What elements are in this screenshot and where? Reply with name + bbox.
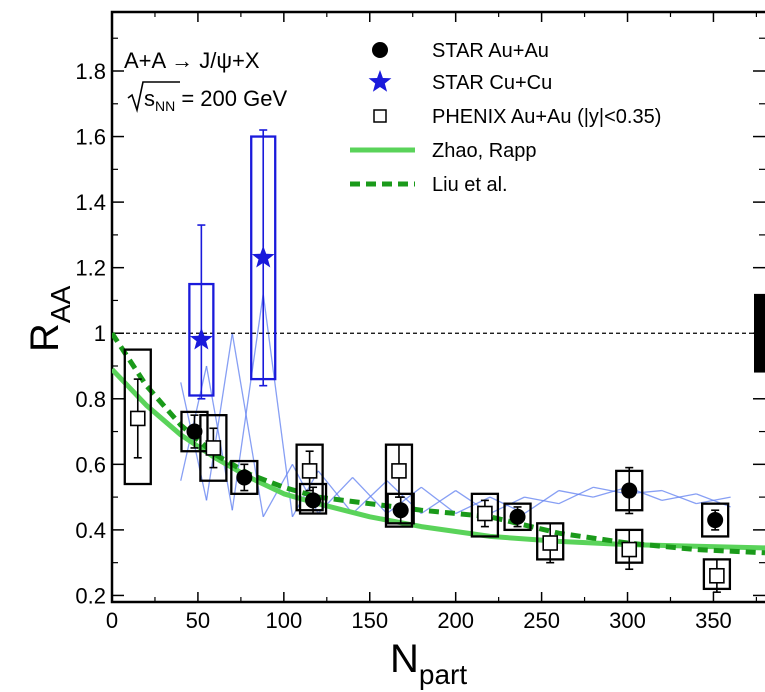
- x-tick-label: 100: [265, 608, 302, 633]
- hatch-line: [180, 365, 208, 481]
- energy-annotation: sNN = 200 GeV: [127, 81, 287, 114]
- hatch-line: [386, 486, 422, 515]
- star-auau-point: [621, 482, 638, 499]
- phenix-auau-point: [301, 463, 318, 479]
- phenix-auau-point: [391, 463, 407, 479]
- legend-star-cucu-label: STAR Cu+Cu: [432, 72, 552, 94]
- legend-star-auau-icon: [372, 42, 388, 58]
- energy-sub: NN: [155, 98, 175, 114]
- phenix-auau-point: [709, 567, 725, 584]
- hatch-line: [317, 470, 354, 514]
- legend-phenix-icon: [373, 109, 387, 123]
- x-axis-label-main: N: [390, 637, 419, 681]
- star-auau-point: [236, 469, 253, 486]
- y-tick-label: 0.4: [75, 518, 106, 543]
- systematic-box: [123, 348, 152, 486]
- star-cucu-point: [251, 245, 275, 268]
- axis-ticks: 0 50 100 150 200 250 300 350 0.2 0.4 0.6 0.8 1 1.2 1.4…: [75, 12, 765, 633]
- star-auau-point: [305, 492, 322, 509]
- systematic-box: [701, 502, 730, 538]
- star-auau-point: [186, 423, 203, 440]
- hatch-line: [420, 486, 457, 515]
- phenix-auau-point: [129, 410, 146, 427]
- global-uncertainty-box: [754, 293, 765, 373]
- energy-sqrt-var: s: [144, 86, 155, 111]
- y-tick-label: 1: [94, 321, 106, 346]
- star-auau-point: [509, 508, 526, 525]
- error-bars-layer: [133, 129, 721, 593]
- legend-phenix-label: PHENIX Au+Au (|y|<0.35): [432, 106, 661, 128]
- legend-star-auau-label: STAR Au+Au: [432, 40, 549, 62]
- hatch-line: [262, 293, 294, 517]
- x-axis-label: Npart: [390, 637, 467, 690]
- energy-label: sNN = 200 GeV: [144, 86, 287, 114]
- y-axis-label-sub: AA: [45, 285, 76, 323]
- x-tick-label: 250: [523, 608, 560, 633]
- star-auau-point: [707, 512, 724, 529]
- process-annotation: A+A → J/ψ+X: [124, 48, 260, 73]
- legend: STAR Au+Au STAR Cu+Cu PHENIX Au+Au (|y|<…: [350, 40, 661, 196]
- sqrt-sign-icon: [127, 81, 180, 114]
- phenix-auau-point: [477, 505, 493, 522]
- y-tick-label: 0.8: [75, 387, 106, 412]
- hatch-line: [420, 490, 457, 515]
- plot-frame: [110, 10, 765, 604]
- legend-liu-label: Liu et al.: [432, 174, 508, 196]
- systematic-box: [199, 414, 228, 482]
- legend-zhao-rapp-label: Zhao, Rapp: [432, 140, 537, 162]
- star-auau-point: [392, 502, 409, 519]
- systematic-box: [470, 492, 500, 538]
- hatch-line: [231, 333, 264, 517]
- systematic-box: [503, 502, 532, 532]
- hatch-line: [205, 333, 233, 501]
- y-tick-label: 1.2: [75, 256, 106, 281]
- systematic-box: [295, 443, 324, 512]
- global-uncertainty-layer: [754, 293, 765, 373]
- star-cucu-point: [189, 327, 213, 350]
- phenix-auau-point: [621, 541, 638, 558]
- markers-layer: [129, 245, 725, 584]
- y-axis-label: RAA: [23, 285, 76, 352]
- hatch-line: [352, 480, 388, 514]
- x-tick-label: 150: [351, 608, 388, 633]
- y-axis-label-main: R: [23, 323, 67, 352]
- y-tick-label: 1.4: [75, 190, 106, 215]
- x-tick-label: 300: [609, 608, 646, 633]
- y-tick-label: 0.6: [75, 452, 106, 477]
- hatch-line: [524, 496, 559, 505]
- hatch-line: [661, 489, 697, 505]
- hatch-line: [558, 489, 594, 498]
- energy-value: = 200 GeV: [175, 86, 287, 111]
- systematic-box: [230, 459, 259, 495]
- hatch-line: [205, 365, 233, 511]
- systematic-box: [180, 410, 209, 453]
- systematic-boxes-layer: [123, 135, 732, 591]
- x-tick-label: 0: [106, 608, 118, 633]
- phenix-auau-point: [542, 535, 558, 551]
- x-axis-label-sub: part: [419, 659, 467, 690]
- hatch-line: [558, 486, 594, 505]
- phenix-auau-point: [205, 440, 222, 456]
- x-tick-label: 200: [437, 608, 474, 633]
- y-tick-label: 1.8: [75, 59, 106, 84]
- y-tick-label: 1.6: [75, 125, 106, 150]
- x-tick-label: 50: [186, 608, 210, 633]
- legend-star-cucu-icon: [368, 70, 392, 92]
- x-tick-label: 350: [695, 608, 732, 633]
- y-tick-label: 0.2: [75, 583, 106, 608]
